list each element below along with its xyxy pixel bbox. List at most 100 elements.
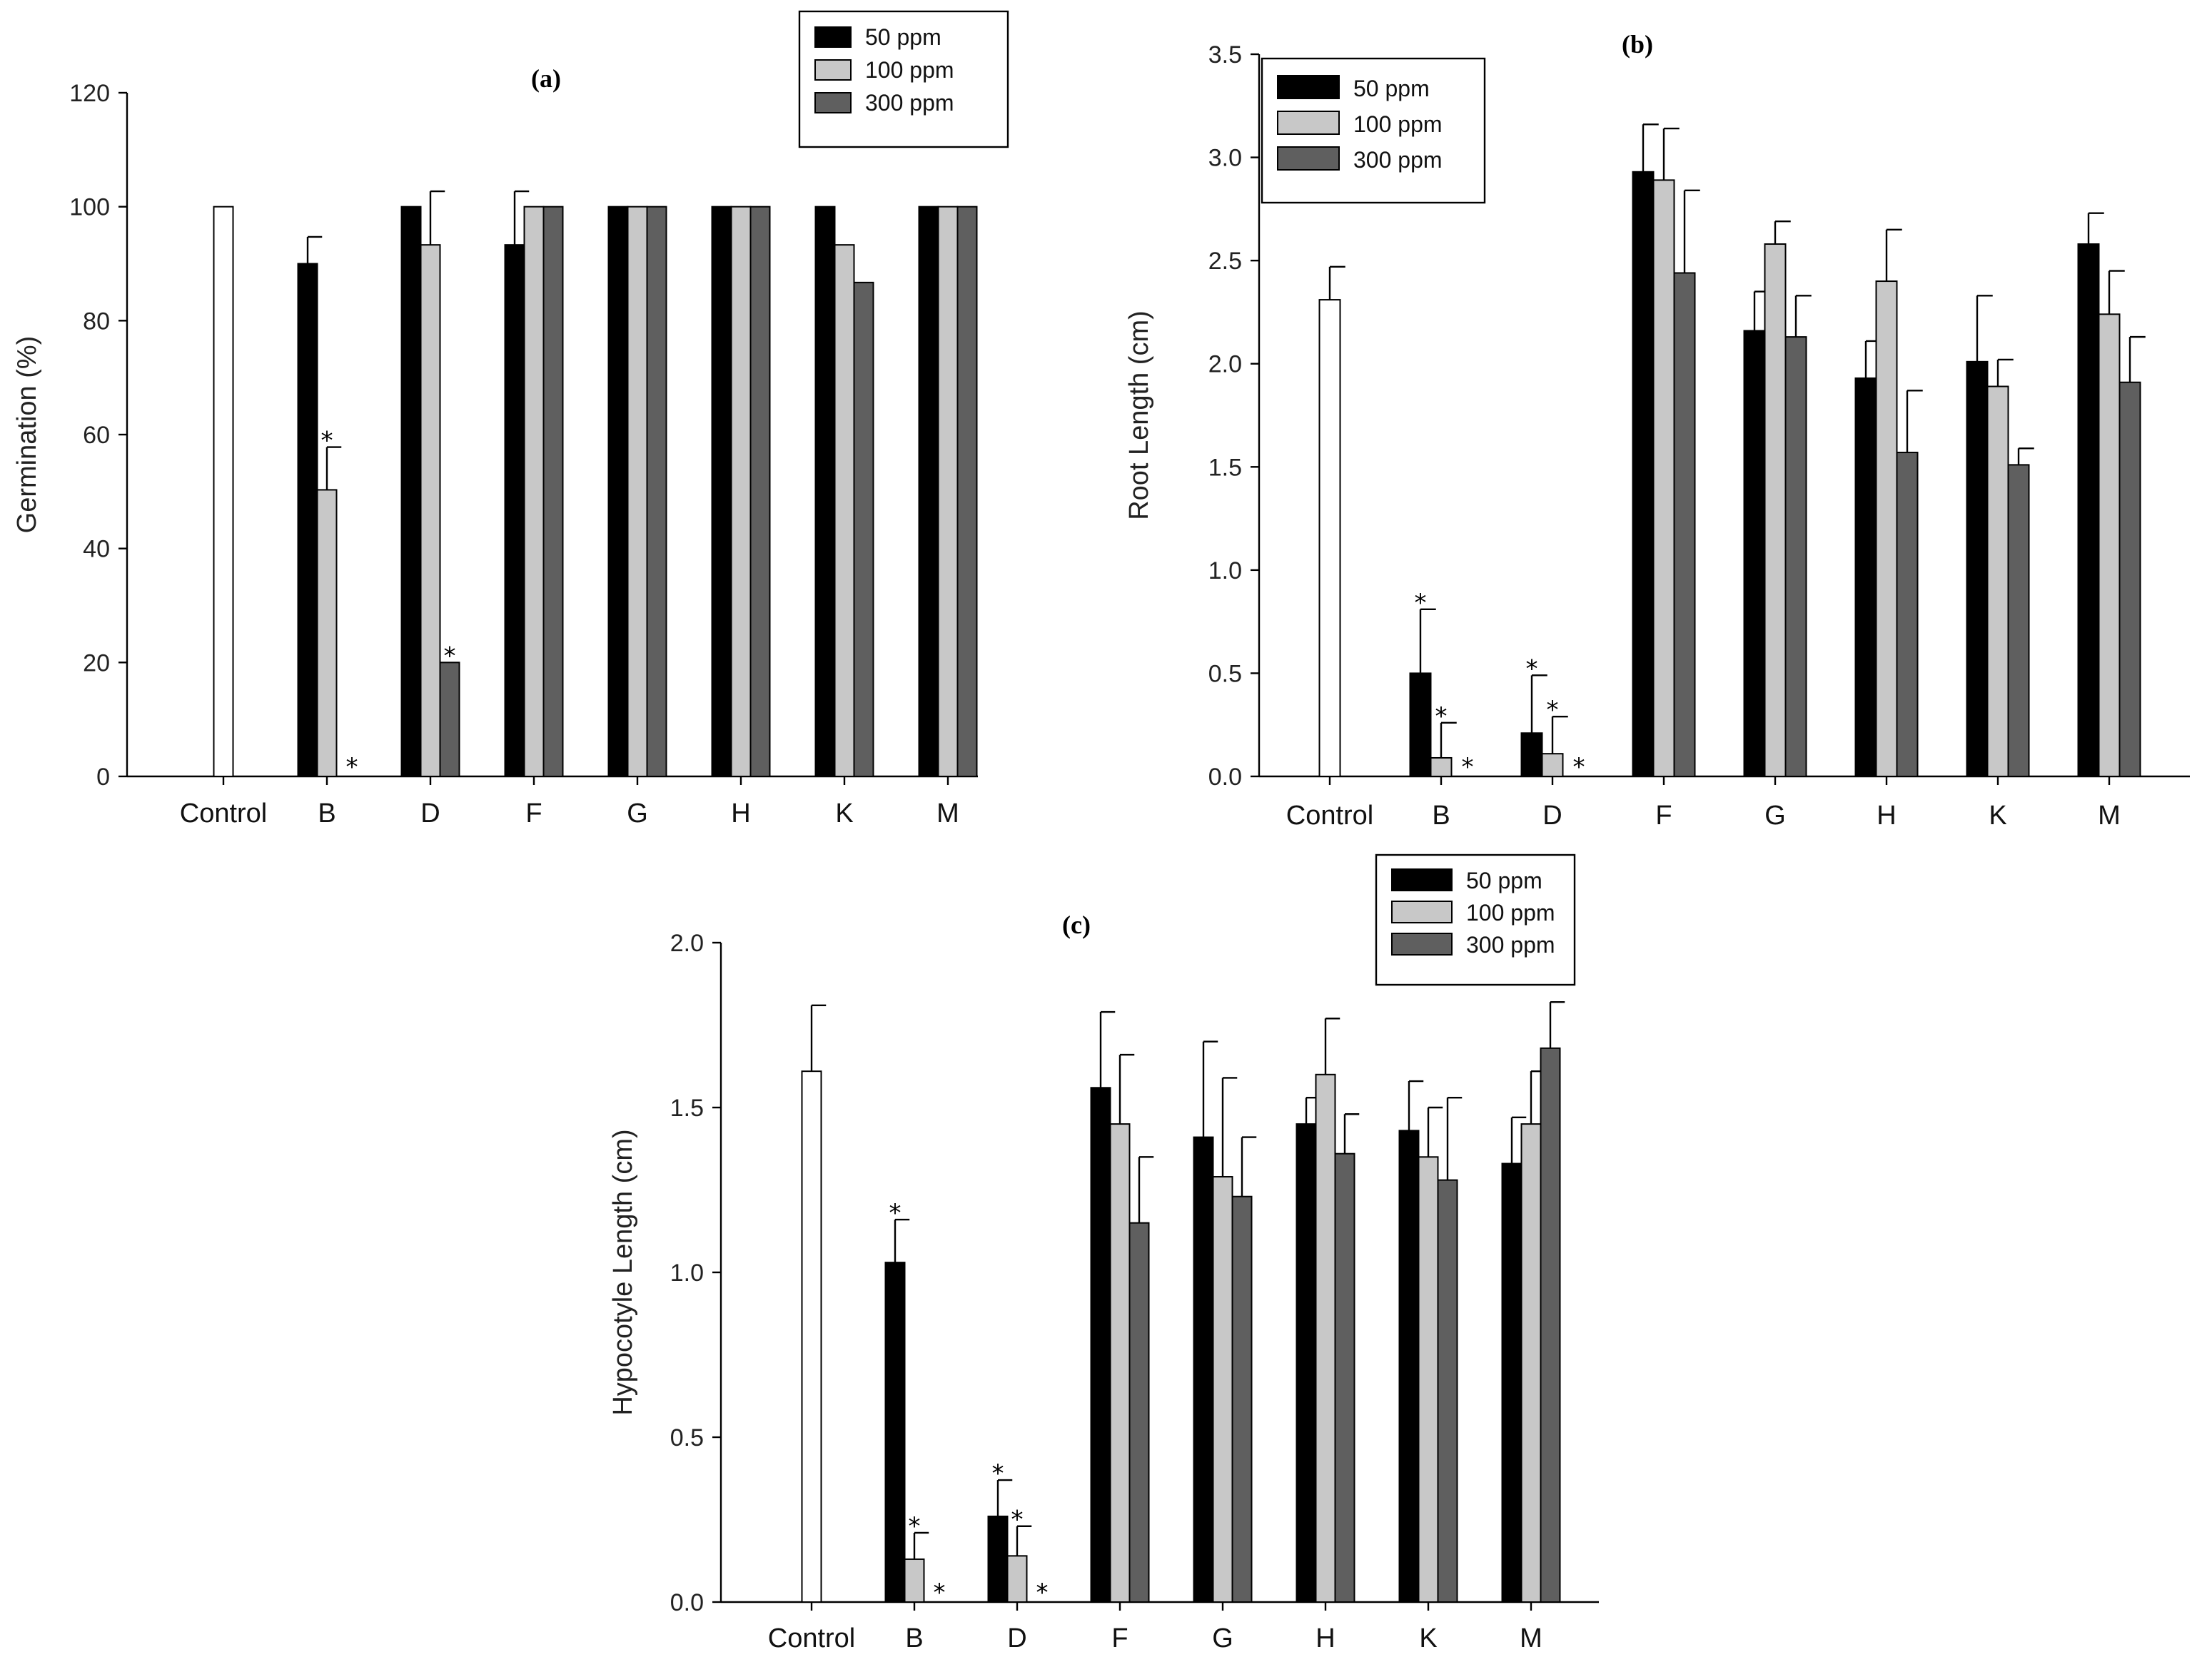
bar-a-s1-K (834, 244, 855, 777)
bar-a-s1-B (316, 489, 338, 778)
y-tick-label: 2.0 (1208, 351, 1242, 378)
bar-a-s1-D (420, 244, 441, 777)
legend-swatch (1391, 868, 1453, 891)
bar-c-s0-H (1296, 1123, 1317, 1603)
bar-a-s0-H (711, 206, 732, 777)
category-label: D (1007, 1623, 1026, 1653)
bar-b-s0-B (1409, 672, 1432, 778)
bar-b-s1-K (1986, 385, 2009, 777)
bar-c-s0-G (1193, 1136, 1214, 1603)
bar-a-s2-H (749, 206, 771, 777)
bar-b-s2-F (1673, 272, 1696, 777)
significance-star: * (346, 753, 358, 781)
bar-a-s0-K (814, 206, 836, 777)
bar-b-s2-K (2007, 464, 2030, 777)
bar-a-s1-M (937, 206, 959, 777)
bar-c-s2-H (1334, 1152, 1355, 1603)
category-label: D (1542, 801, 1562, 831)
bar-c-s1-F (1109, 1123, 1131, 1603)
category-label: Control (768, 1623, 856, 1653)
significance-star: * (1547, 696, 1559, 724)
legend-swatch (814, 26, 852, 48)
y-tick-label: 0.5 (670, 1424, 704, 1451)
y-tick-label: 2.0 (670, 930, 704, 957)
y-axis-title: Hypocotyle Length (cm) (608, 1129, 638, 1415)
bar-a-s0-G (607, 206, 629, 777)
y-tick-label: 3.0 (1208, 145, 1242, 172)
y-tick-label: 0.5 (1208, 660, 1242, 687)
bar-a-s1-H (730, 206, 752, 777)
y-tick-label: 1.0 (1208, 557, 1242, 584)
legend-label: 100 ppm (1353, 111, 1443, 137)
bar-c-s2-M (1540, 1047, 1561, 1603)
bar-c-s0-M (1501, 1162, 1522, 1603)
bar-a-s0-F (504, 244, 525, 777)
legend-label: 100 ppm (865, 57, 954, 83)
category-label: F (1111, 1623, 1128, 1653)
y-tick-label: 0 (96, 764, 110, 791)
bar-c-s1-G (1212, 1176, 1233, 1603)
bar-a-s2-F (542, 206, 564, 777)
bar-c-s1-H (1315, 1073, 1336, 1603)
legend-label: 100 ppm (1466, 900, 1555, 926)
category-label: G (627, 799, 648, 828)
category-label: M (2098, 801, 2121, 831)
bar-b-s0-G (1743, 330, 1766, 777)
category-label: H (1315, 1623, 1335, 1653)
y-tick-label: 2.5 (1208, 248, 1242, 275)
chart-a: 0 20 40 60 80 100 120 Germination (%) (a) Control… (12, 10, 1009, 828)
significance-star: * (934, 1579, 946, 1607)
bar-b-s1-G (1764, 243, 1787, 777)
category-label: G (1212, 1623, 1233, 1653)
legend-swatch (1391, 901, 1453, 923)
bar-c-s2-G (1231, 1195, 1253, 1603)
legend-label: 300 ppm (1466, 932, 1555, 958)
panel-title: (b) (1622, 30, 1653, 59)
legend-label: 50 ppm (865, 24, 941, 50)
category-label: M (1520, 1623, 1542, 1653)
bar-b-s2-M (2118, 381, 2141, 777)
bar-b-s0-D (1520, 732, 1543, 778)
y-tick-label: 80 (83, 308, 110, 335)
bar-b-s1-D (1541, 753, 1564, 778)
y-tick-label: 1.0 (670, 1260, 704, 1287)
bar-b-s0-M (2077, 243, 2100, 777)
significance-star: * (1415, 589, 1427, 617)
panel-title: (a) (531, 64, 561, 93)
y-tick-label: 0.0 (1208, 764, 1242, 791)
bar-b-s1-M (2098, 313, 2121, 777)
significance-star: * (444, 642, 456, 670)
bar-b-s1-H (1875, 280, 1898, 777)
bar-b-s0-H (1854, 377, 1877, 777)
y-tick-label: 40 (83, 536, 110, 563)
significance-star: * (1573, 753, 1585, 781)
y-tick-label: 1.5 (670, 1095, 704, 1122)
y-axis-title: Root Length (cm) (1124, 310, 1154, 520)
y-tick-label: 1.5 (1208, 454, 1242, 481)
bar-a-s2-K (853, 281, 874, 778)
category-label: Control (1286, 801, 1374, 831)
significance-star: * (1036, 1579, 1049, 1607)
legend-label: 300 ppm (1353, 147, 1443, 173)
category-label: F (1655, 801, 1672, 831)
bar-c-s0-F (1090, 1087, 1111, 1603)
legend-swatch (1391, 933, 1453, 956)
y-tick-label: 120 (69, 80, 110, 107)
panel-title: (c) (1062, 911, 1091, 939)
y-tick-label: 20 (83, 649, 110, 677)
bar-b-s0-K (1966, 360, 1989, 777)
category-label: D (420, 799, 440, 828)
significance-star: * (321, 427, 333, 455)
category-label: H (1877, 801, 1896, 831)
significance-star: * (1462, 753, 1474, 781)
legend-swatch (1277, 75, 1340, 99)
bar-c-s1-K (1418, 1156, 1439, 1603)
bar-c-s1-B (904, 1558, 925, 1603)
legend-swatch (1277, 146, 1340, 171)
bar-a-s2-D (439, 662, 460, 777)
y-tick-label: 0.0 (670, 1589, 704, 1616)
y-axis-title: Germination (%) (12, 336, 42, 534)
bar-a-s0-M (918, 206, 939, 777)
bar-c-s2-F (1128, 1222, 1150, 1603)
